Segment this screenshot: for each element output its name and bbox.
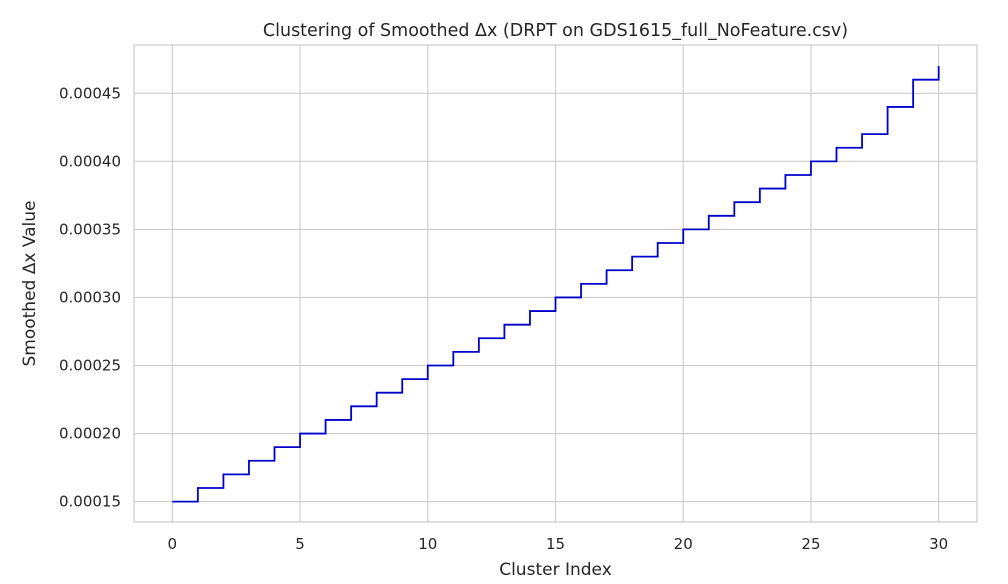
x-axis-label: Cluster Index bbox=[499, 560, 612, 580]
x-tick-label: 5 bbox=[295, 535, 305, 553]
x-tick-label: 0 bbox=[168, 535, 178, 553]
y-axis-label: Smoothed Δx Value bbox=[20, 200, 40, 366]
x-tick-label: 25 bbox=[801, 535, 820, 553]
chart-title: Clustering of Smoothed Δx (DRPT on GDS16… bbox=[263, 21, 848, 41]
y-tick-label: 0.00030 bbox=[59, 288, 121, 306]
y-tick-label: 0.00025 bbox=[59, 356, 121, 374]
y-tick-label: 0.00035 bbox=[59, 220, 121, 238]
plot-frame bbox=[133, 44, 978, 523]
plot-area bbox=[172, 66, 940, 503]
grid bbox=[134, 45, 977, 522]
x-tick-label: 15 bbox=[546, 535, 565, 553]
y-tick-label: 0.00040 bbox=[59, 152, 121, 170]
x-tick-label: 30 bbox=[929, 535, 948, 553]
x-tick-label: 10 bbox=[418, 535, 437, 553]
series-line bbox=[172, 66, 940, 503]
y-tick-label: 0.00045 bbox=[59, 84, 121, 102]
x-tick-label: 20 bbox=[674, 535, 693, 553]
y-tick-labels: 0.00015 0.00020 0.00025 0.00030 0.00035 0.000… bbox=[59, 84, 121, 510]
y-tick-label: 0.00020 bbox=[59, 425, 121, 443]
y-tick-label: 0.00015 bbox=[59, 493, 121, 511]
x-tick-labels: 0 5 10 15 20 25 30 bbox=[168, 535, 949, 553]
